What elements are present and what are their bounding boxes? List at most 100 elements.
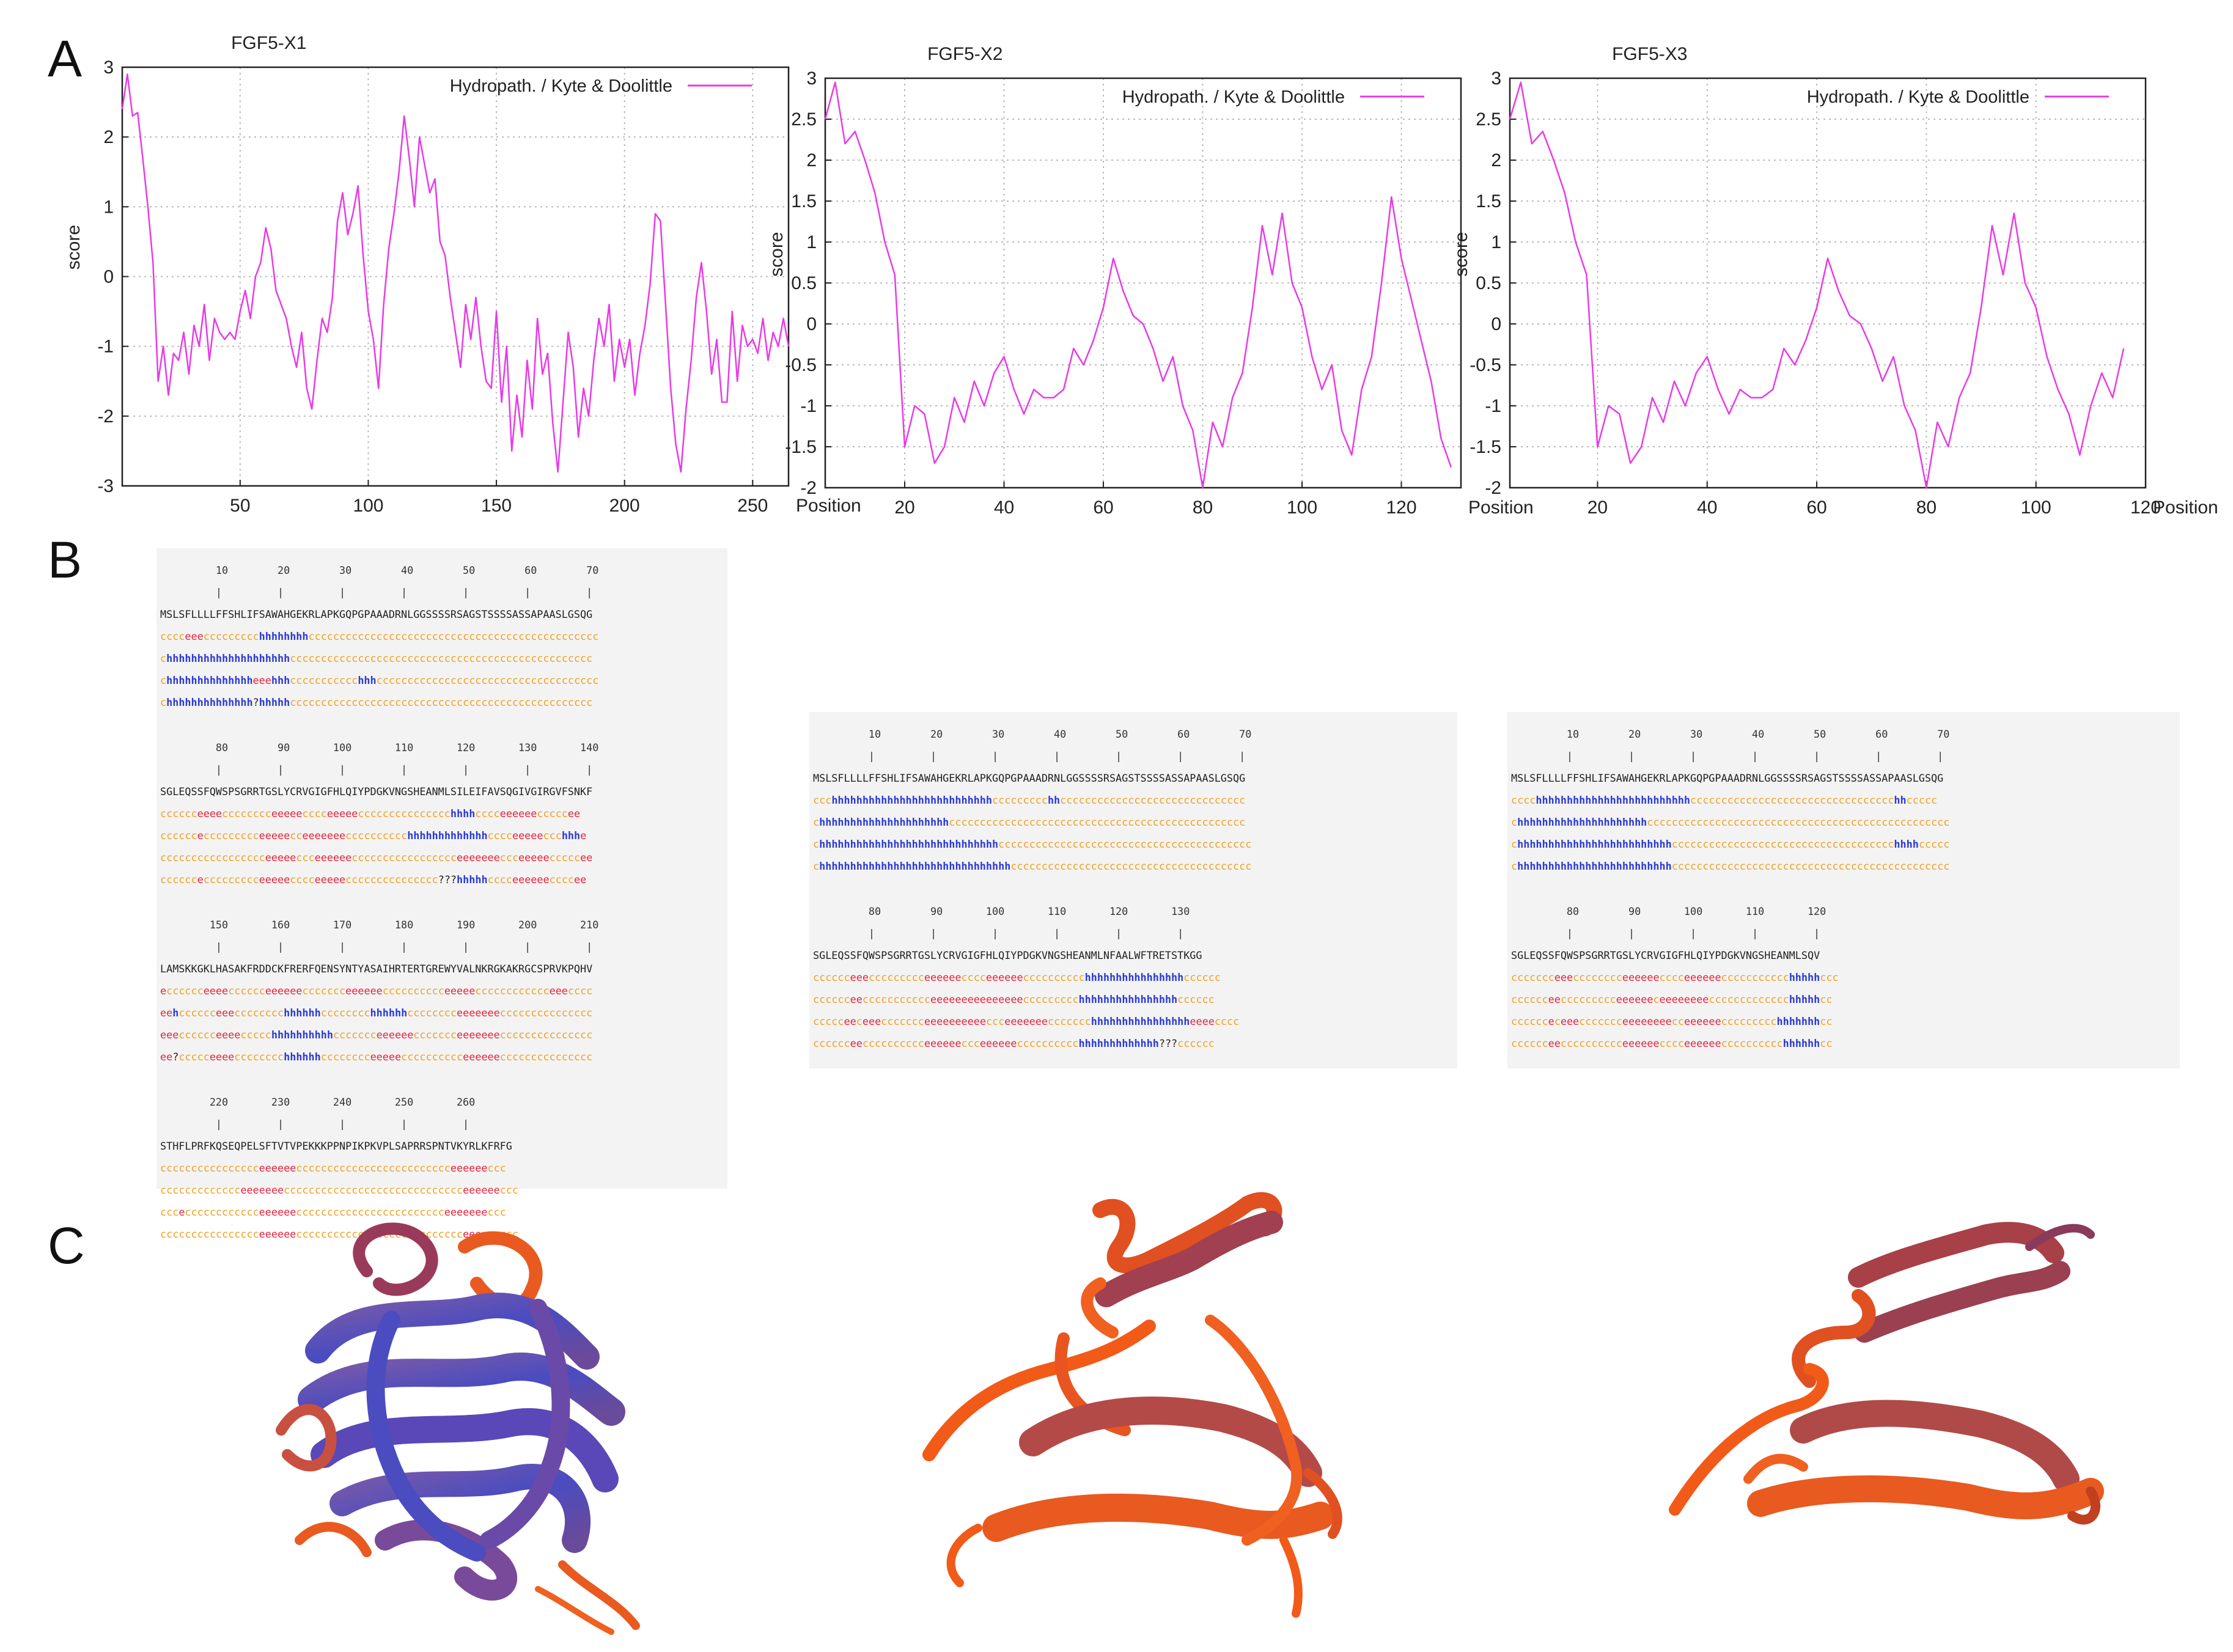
coil-residues: ccccccccc <box>1023 993 1079 1005</box>
prediction-row: cccchhhhhhhhhhhhhhhhhhhhhhhhhccccccccccc… <box>1511 789 2176 811</box>
position-numbers: 10 20 30 40 50 60 70 <box>1511 728 1950 740</box>
prediction-row: eeecccccceeeeccccchhhhhhhhhhccccccceeeee… <box>160 1024 724 1046</box>
strand-residues: eeee <box>209 1051 235 1063</box>
coil-residues: cccc <box>1511 794 1536 806</box>
x-tick-label: 100 <box>353 496 383 516</box>
coil-residues: cccccc <box>1511 993 1548 1005</box>
x-tick-label: 20 <box>1587 497 1608 518</box>
y-tick-label: 1 <box>103 197 114 217</box>
strand-residues: ee <box>580 851 593 864</box>
strand-residues: ee <box>160 1051 173 1063</box>
prediction-row: ccccceeceeeccccccceeeeeeeeeeccceeeeeeecc… <box>813 1010 1454 1032</box>
secondary-structure-x3: 10 20 30 40 50 60 70 | | | | | | | MSLSFL… <box>1507 712 2180 1068</box>
strand-residues: eeeee <box>259 829 290 842</box>
coil-residues: cccccccccccccccccccccccccccccccccccc <box>376 674 599 686</box>
coil-residues: ccc <box>160 1206 179 1218</box>
x-tick-label: 60 <box>1093 497 1113 518</box>
helix-residues: hhhhh <box>259 696 290 708</box>
y-tick-label: 3 <box>806 68 817 89</box>
legend-label: Hydropath. / Kyte & Doolittle <box>450 76 672 96</box>
strand-residues: eee <box>1560 1015 1580 1027</box>
strand-residues: ee <box>850 1037 863 1049</box>
coil-residues: ccccccccc <box>992 794 1048 806</box>
helix-residues: hhh <box>271 674 290 686</box>
strand-residues: eeeee <box>444 985 476 997</box>
coil-residues: ccccccccc <box>203 829 259 842</box>
protein-model-x2-svg <box>922 1192 1342 1618</box>
coil-residues: cccccc <box>160 829 197 842</box>
position-ticks: | | | | | <box>1511 927 1820 939</box>
prediction-row: ccccccccccccceeeeeeecccccccccccccccccccc… <box>160 1179 724 1201</box>
coil-residues: ccccccccccccccc <box>358 807 451 820</box>
helix-residues: hhhhhhhhhhhhhhhhhhhhhhhhh <box>1517 860 1672 872</box>
strand-residues: eeee <box>203 985 229 997</box>
coil-residues: cccccccccc <box>345 829 408 842</box>
coil-residues: cccc <box>1659 971 1684 983</box>
coil-residues: ccc <box>499 1184 519 1196</box>
position-numbers: 150 160 170 180 190 200 210 <box>160 919 599 931</box>
prediction-row: chhhhhhhhhhhhhh?hhhhhccccccccccccccccccc… <box>160 691 724 713</box>
prediction-row: chhhhhhhhhhhhhhhhhhhhccccccccccccccccccc… <box>160 647 724 669</box>
plot-frame <box>824 77 1462 489</box>
x-tick-label: 100 <box>1287 497 1317 518</box>
strand-residues: eeeeeee <box>457 1029 500 1041</box>
coil-residues: cccccccc <box>222 807 271 820</box>
strand-residues: ee <box>850 993 863 1005</box>
prediction-row: cccccceeeccccccccceeeeeecccceeeeeecccccc… <box>813 966 1454 988</box>
coil-residues: cccc <box>160 630 185 642</box>
prediction-row: eehcccccceeecccccccchhhhhhcccccccchhhhhh… <box>160 1002 724 1024</box>
ambiguous-residues: ??? <box>438 873 457 886</box>
protein-model-x3 <box>1663 1210 2115 1580</box>
x-tick-label: 100 <box>2021 497 2051 518</box>
coil-residues: cccccccc <box>320 1051 370 1063</box>
helix-residues: hhhhhhhhhhhhhhhhhhhhhhhhh <box>1536 794 1691 806</box>
y-tick-label: -0.5 <box>1470 355 1501 375</box>
coil-residues: c <box>1511 816 1518 828</box>
secondary-structure-x2: 10 20 30 40 50 60 70 | | | | | | | MSLSFL… <box>809 712 1457 1068</box>
coil-residues: cccccccccc <box>1023 971 1085 983</box>
sequence-block: 10 20 30 40 50 60 70 | | | | | | | MSLSFL… <box>160 559 724 713</box>
protein-model-x1-svg <box>276 1222 640 1635</box>
coil-residues: ccccccccccccccc <box>499 1051 593 1063</box>
strand-residues: eeeeee <box>1683 1037 1721 1049</box>
coil-residues: cccc <box>549 873 575 886</box>
coil-residues: ccccc <box>537 807 568 820</box>
strand-residues: eeeeee <box>499 807 537 820</box>
coil-residues: c <box>813 860 820 872</box>
position-ticks: | | | | | | | <box>160 763 593 776</box>
strand-residues: eeeeee <box>1622 1037 1660 1049</box>
strand-residues: e <box>160 985 167 997</box>
prediction-row: cccccceceeeccccccceeeeeeeecceeeeeecccccc… <box>1511 1010 2176 1032</box>
x-tick-label: 60 <box>1806 497 1826 518</box>
coil-residues: cccc <box>475 807 500 820</box>
coil-residues: cccc <box>961 971 986 983</box>
strand-residues: eeeeee <box>1622 971 1660 983</box>
coil-residues: cccccccccc <box>382 985 444 997</box>
coil-residues: cccccccccccccccccccccccccccccccccccc <box>1671 838 1894 850</box>
x-axis-label: Position <box>2153 497 2218 518</box>
position-numbers: 10 20 30 40 50 60 70 <box>160 564 599 576</box>
hydropathy-chart-x2: FGF5-X2 -2 -1.5 -1 -0.5 0 0.5 1 1.5 2 2.5 3 20 40 60 80… <box>752 44 1534 537</box>
strand-residues: eeeee <box>259 873 290 886</box>
coil-residues: ccccccccccc <box>862 993 930 1005</box>
amino-acid-sequence: MSLSFLLLLFFSHLIFSAWAHGEKRLAPKGQPGPAAADRN… <box>160 608 593 620</box>
coil-residues: ccccccccccccccc <box>499 1029 593 1041</box>
y-tick-label: 0.5 <box>791 273 817 293</box>
helix-residues: hhhhhh <box>1782 1037 1820 1049</box>
strand-residues: eeeee <box>370 1051 402 1063</box>
y-axis-label: score <box>1451 232 1471 276</box>
helix-residues: hhhhh <box>457 873 488 886</box>
strand-residues: e <box>1548 1015 1554 1027</box>
coil-residues: ccccc <box>1906 794 1938 806</box>
panel-label-b: B <box>48 531 83 589</box>
y-tick-label: 2 <box>103 127 114 147</box>
position-numbers: 80 90 100 110 120 <box>1511 905 1826 917</box>
plot-frame <box>121 66 790 487</box>
x-tick-label: 120 <box>2130 497 2161 518</box>
prediction-row: chhhhhhhhhhhhhhhhhhhhhhhhhhhhhcccccccccc… <box>813 833 1454 855</box>
coil-residues: ccccccccccccccccccccccccccccc <box>284 1184 463 1196</box>
coil-residues: ccccccccccccccccccccccccc <box>296 1162 451 1174</box>
coil-residues: cccccccccccc <box>185 1206 259 1218</box>
strand-residues: eeeeee <box>1683 971 1721 983</box>
